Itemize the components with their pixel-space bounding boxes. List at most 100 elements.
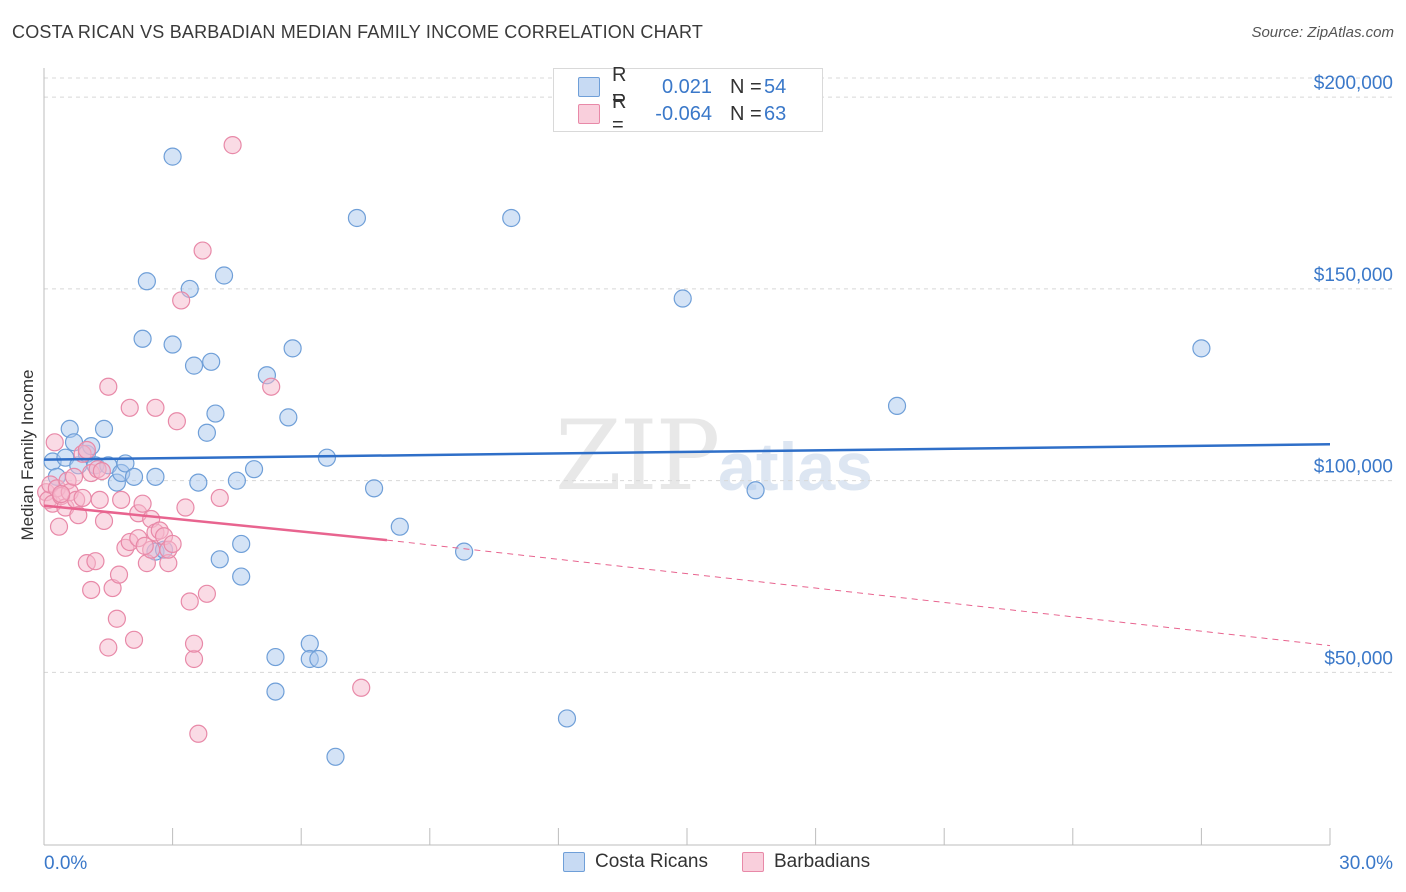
barbadian-point: [90, 490, 109, 509]
costa-rican-point: [184, 356, 204, 375]
costa-rican-point: [202, 352, 221, 371]
costa-rican-point: [163, 147, 182, 166]
n-label: N =: [730, 75, 762, 98]
barbadian-point: [107, 609, 126, 628]
costa-rican-point: [454, 542, 474, 561]
legend-swatch-pink: [578, 104, 600, 124]
barbadian-point: [210, 488, 229, 508]
legend-label: Barbadians: [774, 851, 871, 872]
n-value: 63: [764, 102, 787, 125]
legend-swatch-blue: [578, 77, 600, 97]
costa-rican-point: [673, 289, 692, 308]
y-tick-label: $200,000: [1314, 73, 1393, 94]
costa-rican-point: [502, 208, 521, 228]
costa-rican-point: [279, 408, 298, 427]
y-axis-title: Median Family Income: [18, 369, 37, 541]
n-value: 54: [764, 75, 787, 98]
barbadian-point: [133, 494, 152, 513]
costa-rican-point: [557, 709, 577, 728]
barbadian-point: [146, 398, 165, 417]
watermark-zip: ZIP: [555, 400, 720, 512]
barbadian-point: [167, 412, 186, 431]
legend-item-costa-ricans[interactable]: Costa Ricans: [563, 851, 708, 873]
costa-rican-point: [133, 329, 152, 348]
x-tick-label-min: 0.0%: [44, 853, 87, 874]
costa-rican-point: [244, 460, 264, 479]
costa-rican-point: [146, 467, 165, 486]
costa-rican-point: [309, 649, 328, 669]
costa-rican-point: [163, 335, 182, 354]
chart-title: COSTA RICAN VS BARBADIAN MEDIAN FAMILY I…: [12, 22, 704, 42]
costa-rican-point: [746, 481, 765, 500]
barbadian-point: [262, 377, 281, 396]
y-tick-label: $50,000: [1324, 648, 1393, 669]
barbadian-point: [49, 517, 69, 536]
legend-swatch-pink: [742, 852, 764, 872]
costa-rican-point: [1192, 339, 1211, 358]
barbadian-point: [86, 552, 105, 571]
legend-item-barbadians[interactable]: Barbadians: [742, 851, 870, 873]
barbadian-point: [77, 440, 96, 460]
costa-rican-point: [206, 404, 225, 423]
barbadian-point: [172, 291, 191, 310]
y-tick-label: $150,000: [1314, 265, 1393, 286]
barbadian-point: [69, 506, 88, 525]
costa-rican-point: [347, 208, 367, 228]
barbadian-point: [176, 498, 195, 517]
costa-rican-point: [266, 647, 285, 667]
x-tick-label-max: 30.0%: [1339, 853, 1393, 874]
r-value: 0.021: [661, 75, 712, 98]
y-tick-label: $100,000: [1314, 457, 1393, 478]
barbadian-point: [82, 580, 101, 600]
legend-swatch-blue: [563, 852, 585, 872]
barbadian-point: [352, 678, 371, 697]
barbadian-point: [52, 484, 71, 504]
costa-rican-point: [317, 448, 337, 467]
barbadian-point: [184, 634, 204, 653]
barbadian-point: [109, 565, 129, 584]
barbadian-trend-line-extrapolated: [386, 539, 1331, 647]
costa-rican-point: [227, 471, 246, 490]
correlation-legend: R = 0.021 N = 54 R = -0.064 N = 63: [553, 64, 823, 136]
barbadian-point: [180, 592, 199, 611]
barbadian-point: [120, 398, 139, 417]
costa-rican-trend-line: [43, 442, 1331, 461]
source-label: Source: ZipAtlas.com: [1251, 24, 1394, 41]
costa-rican-point: [300, 634, 319, 653]
barbadian-point: [94, 511, 114, 531]
r-value: -0.064: [655, 102, 712, 125]
series-legend: Costa Ricans Barbadians: [0, 851, 1406, 877]
barbadian-point: [163, 534, 182, 554]
costa-rican-point: [326, 747, 345, 766]
barbadian-point: [92, 461, 111, 481]
costa-rican-point: [124, 467, 144, 486]
barbadian-point: [99, 377, 118, 396]
costa-rican-point: [214, 266, 234, 285]
barbadian-point: [45, 433, 64, 452]
barbadian-trend-line: [43, 504, 388, 542]
barbadian-point: [193, 241, 212, 260]
costa-rican-point: [189, 473, 208, 492]
barbadian-point: [124, 630, 144, 649]
barbadian-point: [184, 649, 204, 669]
legend-row-barbadians: R = -0.064 N = 63: [578, 91, 787, 136]
n-label: N =: [730, 102, 762, 125]
legend-label: Costa Ricans: [595, 851, 708, 872]
barbadian-point: [64, 467, 84, 486]
costa-rican-point: [197, 423, 216, 442]
costa-rican-point: [137, 272, 156, 291]
costa-rican-point: [232, 534, 251, 554]
barbadian-point: [197, 584, 216, 603]
costa-rican-point: [266, 682, 285, 701]
barbadian-point: [189, 724, 208, 743]
costa-rican-point: [887, 396, 907, 415]
costa-rican-point: [210, 550, 229, 569]
barbadian-point: [99, 638, 118, 657]
watermark-atlas: atlas: [718, 429, 873, 505]
costa-rican-point: [232, 567, 251, 586]
costa-rican-point: [390, 517, 409, 536]
barbadian-point: [223, 136, 242, 155]
barbadian-point: [135, 536, 154, 555]
r-label: R =: [612, 91, 627, 136]
